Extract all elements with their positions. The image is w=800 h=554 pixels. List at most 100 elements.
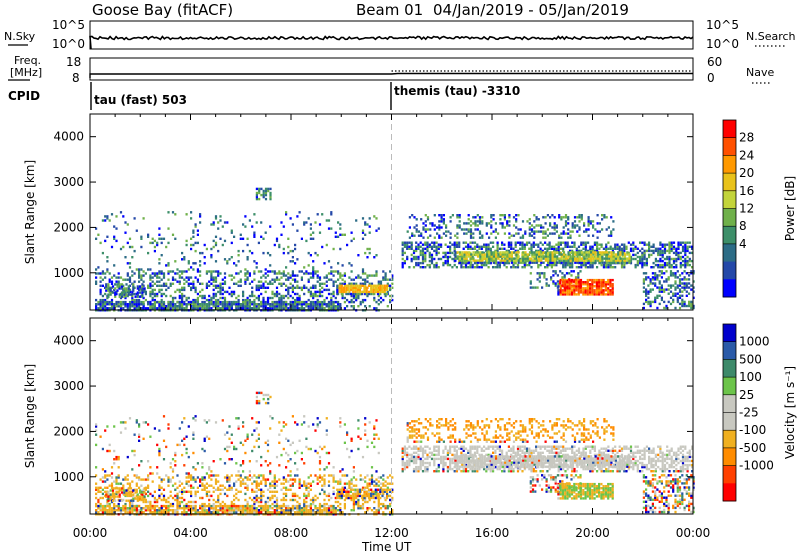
echo-cell: [95, 298, 98, 302]
echo-cell: [357, 504, 360, 508]
echo-cell: [110, 500, 114, 504]
echo-cell: [573, 241, 576, 244]
echo-cell: [178, 307, 181, 310]
echo-cell: [208, 298, 211, 302]
echo-cell: [192, 486, 195, 489]
echo-cell: [521, 266, 524, 269]
echo-cell: [269, 486, 272, 489]
echo-cell: [228, 488, 231, 491]
echo-cell: [217, 274, 220, 277]
echo-cell: [350, 305, 353, 308]
echo-cell: [115, 215, 118, 218]
echo-cell: [519, 241, 522, 244]
echo-cell: [260, 276, 263, 279]
echo-cell: [253, 298, 256, 302]
echo-cell: [199, 282, 202, 285]
echo-cell: [181, 507, 184, 510]
echo-cell: [456, 224, 459, 227]
echo-cell: [332, 474, 335, 477]
echo-cell: [566, 257, 569, 261]
echo-cell: [688, 257, 691, 261]
echo-cell: [251, 307, 254, 310]
echo-cell: [691, 251, 694, 255]
echo-cell: [569, 251, 572, 254]
echo-cell: [142, 217, 145, 220]
echo-cell: [309, 484, 312, 487]
echo-cell: [127, 291, 130, 294]
echo-cell: [144, 307, 147, 310]
echo-cell: [192, 303, 195, 306]
echo-cell: [421, 249, 425, 253]
echo-cell: [219, 219, 222, 222]
echo-cell: [325, 502, 328, 506]
echo-cell: [486, 253, 489, 256]
echo-cell: [495, 255, 498, 258]
echo-cell: [617, 253, 620, 256]
echo-cell: [645, 294, 648, 297]
echo-cell: [580, 257, 584, 260]
echo-cell: [556, 257, 559, 260]
echo-cell: [183, 490, 186, 493]
echo-cell: [536, 286, 539, 289]
echo-cell: [670, 266, 673, 269]
echo-cell: [603, 214, 606, 217]
echo-cell: [458, 257, 461, 260]
echo-cell: [535, 216, 538, 219]
echo-cell: [115, 280, 118, 283]
echo-cell: [658, 288, 661, 291]
echo-cell: [583, 224, 586, 227]
echo-cell: [454, 234, 457, 237]
echo-cell: [647, 292, 650, 295]
echo-cell: [458, 261, 461, 264]
echo-cell: [458, 241, 461, 244]
echo-cell: [488, 236, 491, 239]
echo-cell: [679, 243, 682, 246]
echo-cell: [327, 492, 331, 496]
echo-cell: [611, 293, 614, 296]
echo-cell: [592, 259, 595, 262]
echo-cell: [601, 257, 604, 260]
echo-cell: [208, 498, 211, 502]
echo-cell: [278, 303, 281, 306]
echo-cell: [373, 256, 376, 259]
echo-cell: [574, 253, 577, 256]
echo-cell: [239, 305, 242, 308]
echo-cell: [650, 266, 653, 269]
echo-cell: [327, 227, 331, 230]
echo-cell: [424, 255, 427, 259]
echo-cell: [488, 251, 491, 254]
echo-cell: [668, 243, 671, 246]
echo-cell: [365, 292, 368, 296]
echo-cell: [668, 255, 671, 259]
echo-cell: [599, 257, 602, 260]
echo-cell: [228, 484, 231, 487]
echo-cell: [553, 255, 556, 258]
echo-cell: [135, 307, 138, 310]
echo-cell: [260, 221, 263, 224]
echo-cell: [580, 259, 584, 262]
echo-cell: [201, 482, 204, 485]
echo-cell: [379, 292, 382, 296]
echo-cell: [366, 276, 369, 279]
echo-cell: [336, 292, 339, 296]
echo-cell: [167, 227, 170, 230]
echo-cell: [271, 278, 274, 281]
nsearch-tick-bottom: 10^0: [706, 37, 739, 51]
echo-cell: [158, 262, 161, 265]
echo-cell: [242, 307, 245, 310]
echo-cell: [575, 247, 578, 250]
echo-cell: [474, 228, 477, 231]
echo-cell: [428, 253, 431, 257]
echo-cell: [661, 255, 664, 259]
echo-cell: [260, 284, 263, 287]
echo-cell: [498, 247, 501, 250]
echo-cell: [565, 272, 569, 275]
echo-cell: [282, 496, 285, 500]
echo-cell: [257, 296, 260, 300]
echo-cell: [515, 253, 518, 256]
echo-cell: [589, 278, 592, 282]
echo-cell: [577, 272, 580, 275]
echo-cell: [253, 305, 256, 308]
echo-cell: [654, 282, 657, 285]
echo-cell: [690, 306, 693, 310]
